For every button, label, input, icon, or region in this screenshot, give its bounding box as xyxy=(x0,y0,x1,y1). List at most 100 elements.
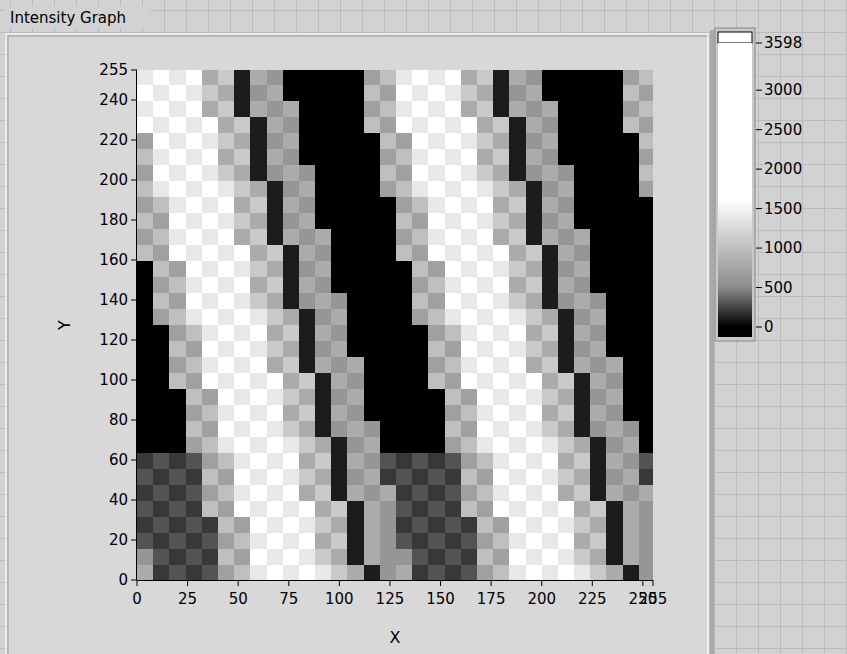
cell xyxy=(267,484,284,501)
cell xyxy=(623,356,640,373)
cell xyxy=(380,308,397,325)
cell xyxy=(623,340,640,357)
cell xyxy=(364,564,381,580)
cell xyxy=(267,404,284,421)
y-tick xyxy=(131,460,137,461)
cell xyxy=(493,196,510,213)
cell xyxy=(283,212,300,229)
cell xyxy=(315,148,332,165)
cell xyxy=(380,70,397,85)
cell xyxy=(331,164,348,181)
cell xyxy=(542,180,559,197)
cell xyxy=(574,436,591,453)
cell xyxy=(153,244,170,261)
cell xyxy=(299,532,316,549)
cell xyxy=(218,260,235,277)
cell xyxy=(267,324,284,341)
cell xyxy=(331,196,348,213)
cell xyxy=(250,484,267,501)
cell xyxy=(542,564,559,580)
cell xyxy=(412,420,429,437)
cell xyxy=(331,308,348,325)
cell xyxy=(347,436,364,453)
cell xyxy=(428,420,445,437)
cell xyxy=(623,132,640,149)
cell xyxy=(639,196,653,213)
cell xyxy=(169,324,186,341)
y-tick-label: 220 xyxy=(99,131,128,149)
cell xyxy=(412,292,429,309)
cell xyxy=(234,260,251,277)
cell xyxy=(202,276,219,293)
cell xyxy=(331,340,348,357)
cell xyxy=(234,356,251,373)
cell xyxy=(137,308,154,325)
cell xyxy=(606,228,623,245)
cell xyxy=(202,420,219,437)
cell xyxy=(364,356,381,373)
cell xyxy=(331,260,348,277)
cell xyxy=(445,116,462,133)
cell xyxy=(380,356,397,373)
graph-frame-shadow xyxy=(710,30,714,654)
colorbar-overflow xyxy=(718,32,752,43)
cell xyxy=(283,260,300,277)
cell xyxy=(169,84,186,101)
cell xyxy=(558,196,575,213)
cell xyxy=(364,516,381,533)
cell xyxy=(250,516,267,533)
cell xyxy=(234,244,251,261)
cell xyxy=(137,70,154,85)
cell xyxy=(234,404,251,421)
cell xyxy=(137,244,154,261)
cell xyxy=(315,436,332,453)
cell xyxy=(542,84,559,101)
cell xyxy=(590,516,607,533)
cell xyxy=(186,404,203,421)
y-tick xyxy=(131,420,137,421)
cell xyxy=(412,548,429,565)
cell xyxy=(639,436,653,453)
cell xyxy=(267,532,284,549)
cell xyxy=(493,308,510,325)
cell xyxy=(364,468,381,485)
cell xyxy=(445,164,462,181)
cell xyxy=(364,308,381,325)
cell xyxy=(590,372,607,389)
cell xyxy=(445,468,462,485)
cell xyxy=(396,260,413,277)
cell xyxy=(412,260,429,277)
cell xyxy=(396,404,413,421)
cell xyxy=(347,452,364,469)
cell xyxy=(396,70,413,85)
cell xyxy=(380,100,397,117)
cell xyxy=(461,132,478,149)
cell xyxy=(623,532,640,549)
cell xyxy=(186,260,203,277)
cell xyxy=(186,516,203,533)
cell xyxy=(461,468,478,485)
cell xyxy=(347,340,364,357)
cell xyxy=(509,116,526,133)
cell xyxy=(396,484,413,501)
cell xyxy=(331,100,348,117)
cell xyxy=(623,404,640,421)
cell xyxy=(315,180,332,197)
cell xyxy=(250,532,267,549)
cell xyxy=(250,276,267,293)
cell xyxy=(218,228,235,245)
cell xyxy=(299,164,316,181)
cell xyxy=(623,164,640,181)
cell xyxy=(218,564,235,580)
cell xyxy=(461,516,478,533)
cell xyxy=(493,212,510,229)
cell xyxy=(493,564,510,580)
cell xyxy=(639,564,653,580)
cell xyxy=(250,84,267,101)
cell xyxy=(509,164,526,181)
cell xyxy=(202,356,219,373)
cell xyxy=(574,164,591,181)
cell xyxy=(606,388,623,405)
cell xyxy=(461,564,478,580)
cell xyxy=(137,548,154,565)
